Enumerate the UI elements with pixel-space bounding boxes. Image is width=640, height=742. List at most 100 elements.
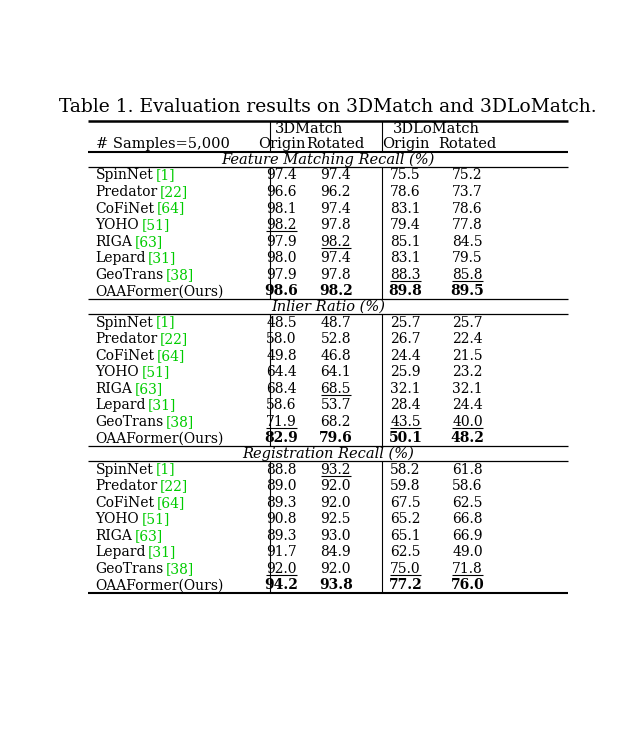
Text: 65.2: 65.2: [390, 512, 420, 526]
Text: Lepard: Lepard: [95, 545, 146, 559]
Text: 98.2: 98.2: [266, 218, 297, 232]
Text: 93.0: 93.0: [321, 529, 351, 543]
Text: 61.8: 61.8: [452, 462, 483, 476]
Text: GeoTrans: GeoTrans: [95, 268, 164, 282]
Text: 68.2: 68.2: [321, 415, 351, 429]
Text: 79.6: 79.6: [319, 431, 353, 445]
Text: 32.1: 32.1: [452, 382, 483, 395]
Text: Predator: Predator: [95, 479, 157, 493]
Text: [51]: [51]: [141, 218, 170, 232]
Text: 53.7: 53.7: [321, 398, 351, 413]
Text: Inlier Ratio (%): Inlier Ratio (%): [271, 300, 385, 314]
Text: Feature Matching Recall (%): Feature Matching Recall (%): [221, 152, 435, 167]
Text: 78.6: 78.6: [452, 202, 483, 216]
Text: 22.4: 22.4: [452, 332, 483, 346]
Text: RIGA: RIGA: [95, 234, 132, 249]
Text: 97.8: 97.8: [321, 268, 351, 282]
Text: 75.2: 75.2: [452, 168, 483, 183]
Text: 90.8: 90.8: [266, 512, 297, 526]
Text: Rotated: Rotated: [438, 137, 497, 151]
Text: [1]: [1]: [156, 315, 175, 329]
Text: 84.9: 84.9: [321, 545, 351, 559]
Text: OAAFormer(Ours): OAAFormer(Ours): [95, 284, 224, 298]
Text: [31]: [31]: [148, 398, 177, 413]
Text: 24.4: 24.4: [452, 398, 483, 413]
Text: 43.5: 43.5: [390, 415, 421, 429]
Text: [22]: [22]: [160, 185, 188, 199]
Text: 58.2: 58.2: [390, 462, 420, 476]
Text: 21.5: 21.5: [452, 349, 483, 363]
Text: 75.5: 75.5: [390, 168, 421, 183]
Text: 75.0: 75.0: [390, 562, 421, 576]
Text: CoFiNet: CoFiNet: [95, 496, 154, 510]
Text: Table 1. Evaluation results on 3DMatch and 3DLoMatch.: Table 1. Evaluation results on 3DMatch a…: [59, 98, 597, 116]
Text: 83.1: 83.1: [390, 252, 421, 265]
Text: 58.0: 58.0: [266, 332, 297, 346]
Text: 97.4: 97.4: [321, 168, 351, 183]
Text: 62.5: 62.5: [390, 545, 420, 559]
Text: 49.0: 49.0: [452, 545, 483, 559]
Text: 66.8: 66.8: [452, 512, 483, 526]
Text: 89.3: 89.3: [266, 496, 297, 510]
Text: 66.9: 66.9: [452, 529, 483, 543]
Text: 98.0: 98.0: [266, 252, 297, 265]
Text: 3DLoMatch: 3DLoMatch: [393, 122, 480, 136]
Text: 50.1: 50.1: [388, 431, 422, 445]
Text: [31]: [31]: [148, 252, 177, 265]
Text: Rotated: Rotated: [307, 137, 365, 151]
Text: 82.9: 82.9: [264, 431, 298, 445]
Text: Origin: Origin: [258, 137, 305, 151]
Text: Predator: Predator: [95, 185, 157, 199]
Text: 65.1: 65.1: [390, 529, 421, 543]
Text: 79.4: 79.4: [390, 218, 421, 232]
Text: 83.1: 83.1: [390, 202, 421, 216]
Text: [1]: [1]: [156, 462, 175, 476]
Text: 97.4: 97.4: [321, 202, 351, 216]
Text: 59.8: 59.8: [390, 479, 420, 493]
Text: [64]: [64]: [157, 202, 185, 216]
Text: 68.4: 68.4: [266, 382, 297, 395]
Text: 88.3: 88.3: [390, 268, 420, 282]
Text: [1]: [1]: [156, 168, 175, 183]
Text: YOHO: YOHO: [95, 365, 139, 379]
Text: 97.4: 97.4: [266, 168, 297, 183]
Text: 25.9: 25.9: [390, 365, 420, 379]
Text: 58.6: 58.6: [266, 398, 297, 413]
Text: 88.8: 88.8: [266, 462, 297, 476]
Text: 97.9: 97.9: [266, 268, 297, 282]
Text: 25.7: 25.7: [390, 315, 421, 329]
Text: Lepard: Lepard: [95, 398, 146, 413]
Text: GeoTrans: GeoTrans: [95, 415, 164, 429]
Text: [51]: [51]: [141, 365, 170, 379]
Text: 28.4: 28.4: [390, 398, 421, 413]
Text: 26.7: 26.7: [390, 332, 421, 346]
Text: [22]: [22]: [160, 479, 188, 493]
Text: 91.7: 91.7: [266, 545, 297, 559]
Text: 96.2: 96.2: [321, 185, 351, 199]
Text: 98.1: 98.1: [266, 202, 297, 216]
Text: 48.7: 48.7: [321, 315, 351, 329]
Text: 98.2: 98.2: [321, 234, 351, 249]
Text: 25.7: 25.7: [452, 315, 483, 329]
Text: OAAFormer(Ours): OAAFormer(Ours): [95, 431, 224, 445]
Text: 77.2: 77.2: [388, 579, 422, 593]
Text: 71.9: 71.9: [266, 415, 297, 429]
Text: [38]: [38]: [166, 415, 194, 429]
Text: CoFiNet: CoFiNet: [95, 349, 154, 363]
Text: 92.0: 92.0: [321, 562, 351, 576]
Text: 96.6: 96.6: [266, 185, 297, 199]
Text: 93.2: 93.2: [321, 462, 351, 476]
Text: SpinNet: SpinNet: [95, 315, 153, 329]
Text: CoFiNet: CoFiNet: [95, 202, 154, 216]
Text: 49.8: 49.8: [266, 349, 297, 363]
Text: 97.9: 97.9: [266, 234, 297, 249]
Text: Registration Recall (%): Registration Recall (%): [242, 447, 414, 461]
Text: 85.1: 85.1: [390, 234, 421, 249]
Text: # Samples=5,000: # Samples=5,000: [95, 137, 229, 151]
Text: 3DMatch: 3DMatch: [275, 122, 343, 136]
Text: GeoTrans: GeoTrans: [95, 562, 164, 576]
Text: [38]: [38]: [166, 268, 194, 282]
Text: 84.5: 84.5: [452, 234, 483, 249]
Text: 94.2: 94.2: [264, 579, 298, 593]
Text: 97.8: 97.8: [321, 218, 351, 232]
